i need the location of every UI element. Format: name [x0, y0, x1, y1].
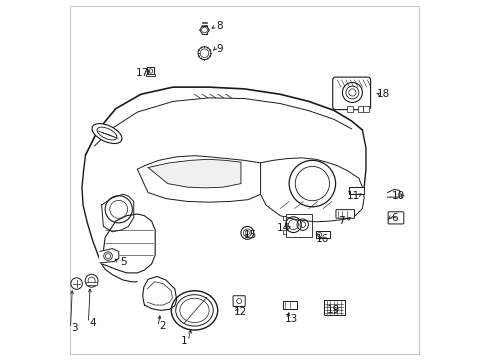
- Ellipse shape: [180, 298, 209, 323]
- Text: 14: 14: [276, 223, 289, 233]
- Bar: [145, 73, 155, 76]
- Text: 7: 7: [337, 216, 344, 226]
- Bar: [315, 231, 329, 238]
- Polygon shape: [100, 249, 119, 263]
- Bar: [357, 106, 363, 112]
- Bar: [363, 106, 368, 112]
- Polygon shape: [142, 276, 176, 310]
- Bar: [282, 216, 285, 220]
- Text: 16: 16: [315, 234, 328, 244]
- Text: 11: 11: [346, 191, 359, 201]
- Polygon shape: [386, 189, 399, 197]
- FancyBboxPatch shape: [332, 77, 370, 110]
- Ellipse shape: [175, 295, 213, 326]
- Text: 19: 19: [326, 305, 339, 315]
- Text: 9: 9: [216, 44, 223, 54]
- Text: 1: 1: [180, 336, 187, 346]
- Ellipse shape: [171, 291, 217, 330]
- Text: 18: 18: [376, 89, 389, 99]
- Bar: [283, 301, 297, 309]
- FancyBboxPatch shape: [335, 210, 354, 218]
- Bar: [346, 106, 352, 112]
- Polygon shape: [148, 159, 241, 188]
- Text: 5: 5: [120, 257, 126, 267]
- Text: 12: 12: [233, 307, 246, 317]
- Text: 2: 2: [159, 321, 165, 332]
- Polygon shape: [102, 194, 134, 232]
- Polygon shape: [260, 158, 364, 222]
- Polygon shape: [137, 156, 260, 202]
- Bar: [86, 282, 97, 285]
- Polygon shape: [102, 214, 155, 273]
- Bar: [282, 230, 285, 234]
- Text: 17: 17: [136, 68, 149, 78]
- Bar: [285, 214, 312, 237]
- Text: 3: 3: [71, 323, 78, 333]
- Ellipse shape: [97, 127, 117, 140]
- Ellipse shape: [92, 123, 122, 144]
- Text: 15: 15: [244, 230, 257, 240]
- FancyBboxPatch shape: [387, 212, 403, 224]
- Text: 4: 4: [89, 318, 96, 328]
- Text: 6: 6: [390, 212, 397, 222]
- Text: 8: 8: [216, 21, 223, 31]
- Bar: [147, 67, 154, 75]
- Bar: [323, 300, 344, 315]
- Text: 13: 13: [284, 314, 297, 324]
- Bar: [348, 187, 363, 194]
- FancyBboxPatch shape: [233, 296, 244, 306]
- Text: 10: 10: [391, 191, 404, 201]
